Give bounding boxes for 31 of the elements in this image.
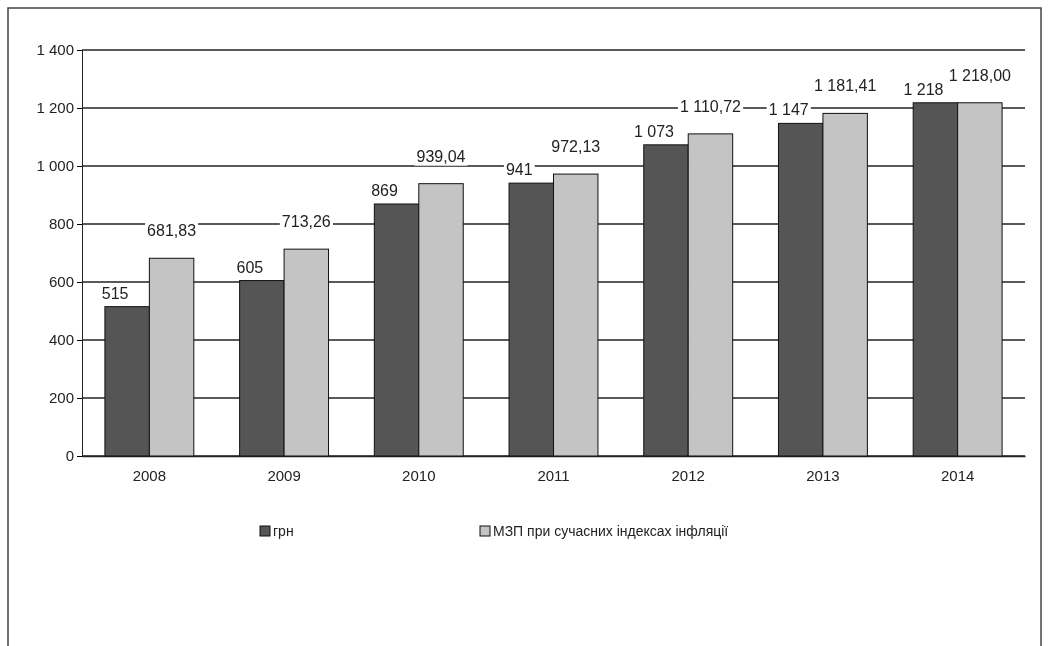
x-tick-label: 2011 bbox=[537, 466, 570, 484]
data-label: 1 073 bbox=[633, 122, 675, 140]
data-label: 1 147 bbox=[768, 101, 809, 119]
y-tick-label: 600 bbox=[48, 273, 74, 291]
data-label: 515 bbox=[101, 284, 129, 302]
data-label: 1 110,72 bbox=[679, 97, 742, 115]
data-label: 1 181,41 bbox=[814, 77, 877, 95]
y-tick-label: 1 000 bbox=[36, 157, 74, 175]
x-tick-label: 2010 bbox=[402, 466, 436, 484]
legend-label: грн bbox=[273, 523, 294, 539]
y-tick-label: 0 bbox=[65, 447, 74, 465]
data-label: 939,04 bbox=[416, 147, 466, 165]
x-tick-label: 2009 bbox=[267, 466, 301, 484]
y-tick-label: 1 400 bbox=[36, 41, 74, 59]
data-label: 1 218,00 bbox=[948, 66, 1012, 84]
data-label: 681,83 bbox=[147, 222, 197, 240]
y-tick-label: 800 bbox=[48, 215, 74, 233]
data-label: 941 bbox=[505, 161, 533, 179]
legend-label: МЗП при сучасних індексах інфляції bbox=[493, 523, 729, 539]
data-label: 713,26 bbox=[281, 213, 331, 231]
x-tick-label: 2008 bbox=[132, 466, 167, 484]
x-tick-label: 2013 bbox=[806, 466, 840, 484]
data-label: 972,13 bbox=[551, 138, 601, 156]
y-tick-label: 200 bbox=[48, 389, 74, 407]
y-tick-label: 1 200 bbox=[36, 99, 74, 117]
data-label: 605 bbox=[236, 258, 264, 276]
x-tick-label: 2014 bbox=[940, 466, 975, 484]
y-tick-label: 400 bbox=[48, 331, 74, 349]
x-tick-label: 2012 bbox=[671, 466, 705, 484]
data-label: 869 bbox=[371, 181, 398, 199]
data-label: 1 218 bbox=[903, 80, 944, 98]
